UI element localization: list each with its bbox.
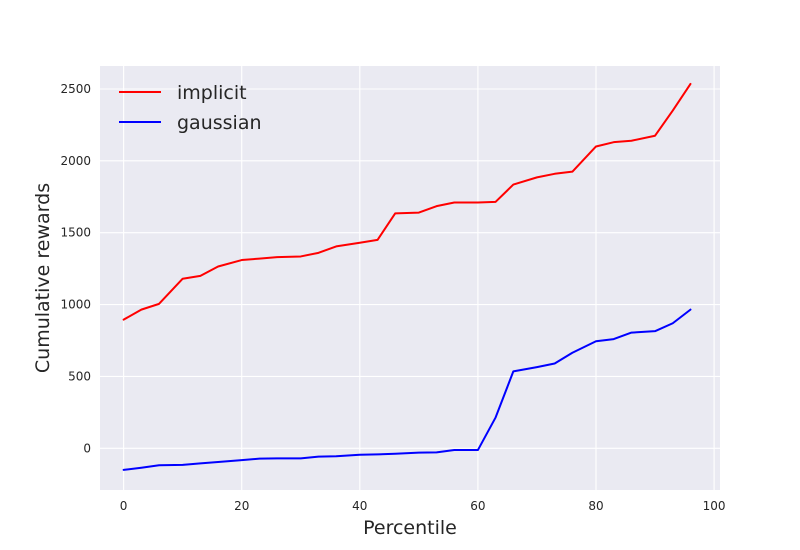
legend-label-gaussian: gaussian bbox=[177, 112, 262, 134]
x-tick-label: 0 bbox=[120, 499, 128, 513]
y-tick-label: 0 bbox=[83, 441, 91, 455]
plot-area bbox=[100, 66, 720, 490]
y-tick-label: 1000 bbox=[60, 298, 91, 312]
legend-label-implicit: implicit bbox=[177, 82, 247, 104]
x-axis-ticks: 0 20 40 60 80 100 bbox=[120, 499, 726, 513]
series-lines bbox=[122, 82, 692, 471]
x-tick-label: 80 bbox=[588, 499, 603, 513]
x-axis-label: Percentile bbox=[363, 517, 457, 539]
y-tick-label: 500 bbox=[68, 369, 91, 383]
x-tick-label: 20 bbox=[234, 499, 249, 513]
legend: implicit gaussian bbox=[119, 82, 262, 134]
x-tick-label: 100 bbox=[703, 499, 726, 513]
y-axis-label: Cumulative rewards bbox=[32, 183, 54, 373]
y-tick-label: 2000 bbox=[60, 154, 91, 168]
y-axis-ticks: 0 500 1000 1500 2000 2500 bbox=[60, 82, 91, 455]
x-tick-label: 60 bbox=[470, 499, 485, 513]
series-line-implicit bbox=[122, 82, 692, 321]
series-line-gaussian bbox=[122, 308, 692, 471]
x-tick-label: 40 bbox=[352, 499, 367, 513]
y-tick-label: 1500 bbox=[60, 226, 91, 240]
grid bbox=[100, 66, 720, 490]
y-tick-label: 2500 bbox=[60, 82, 91, 96]
